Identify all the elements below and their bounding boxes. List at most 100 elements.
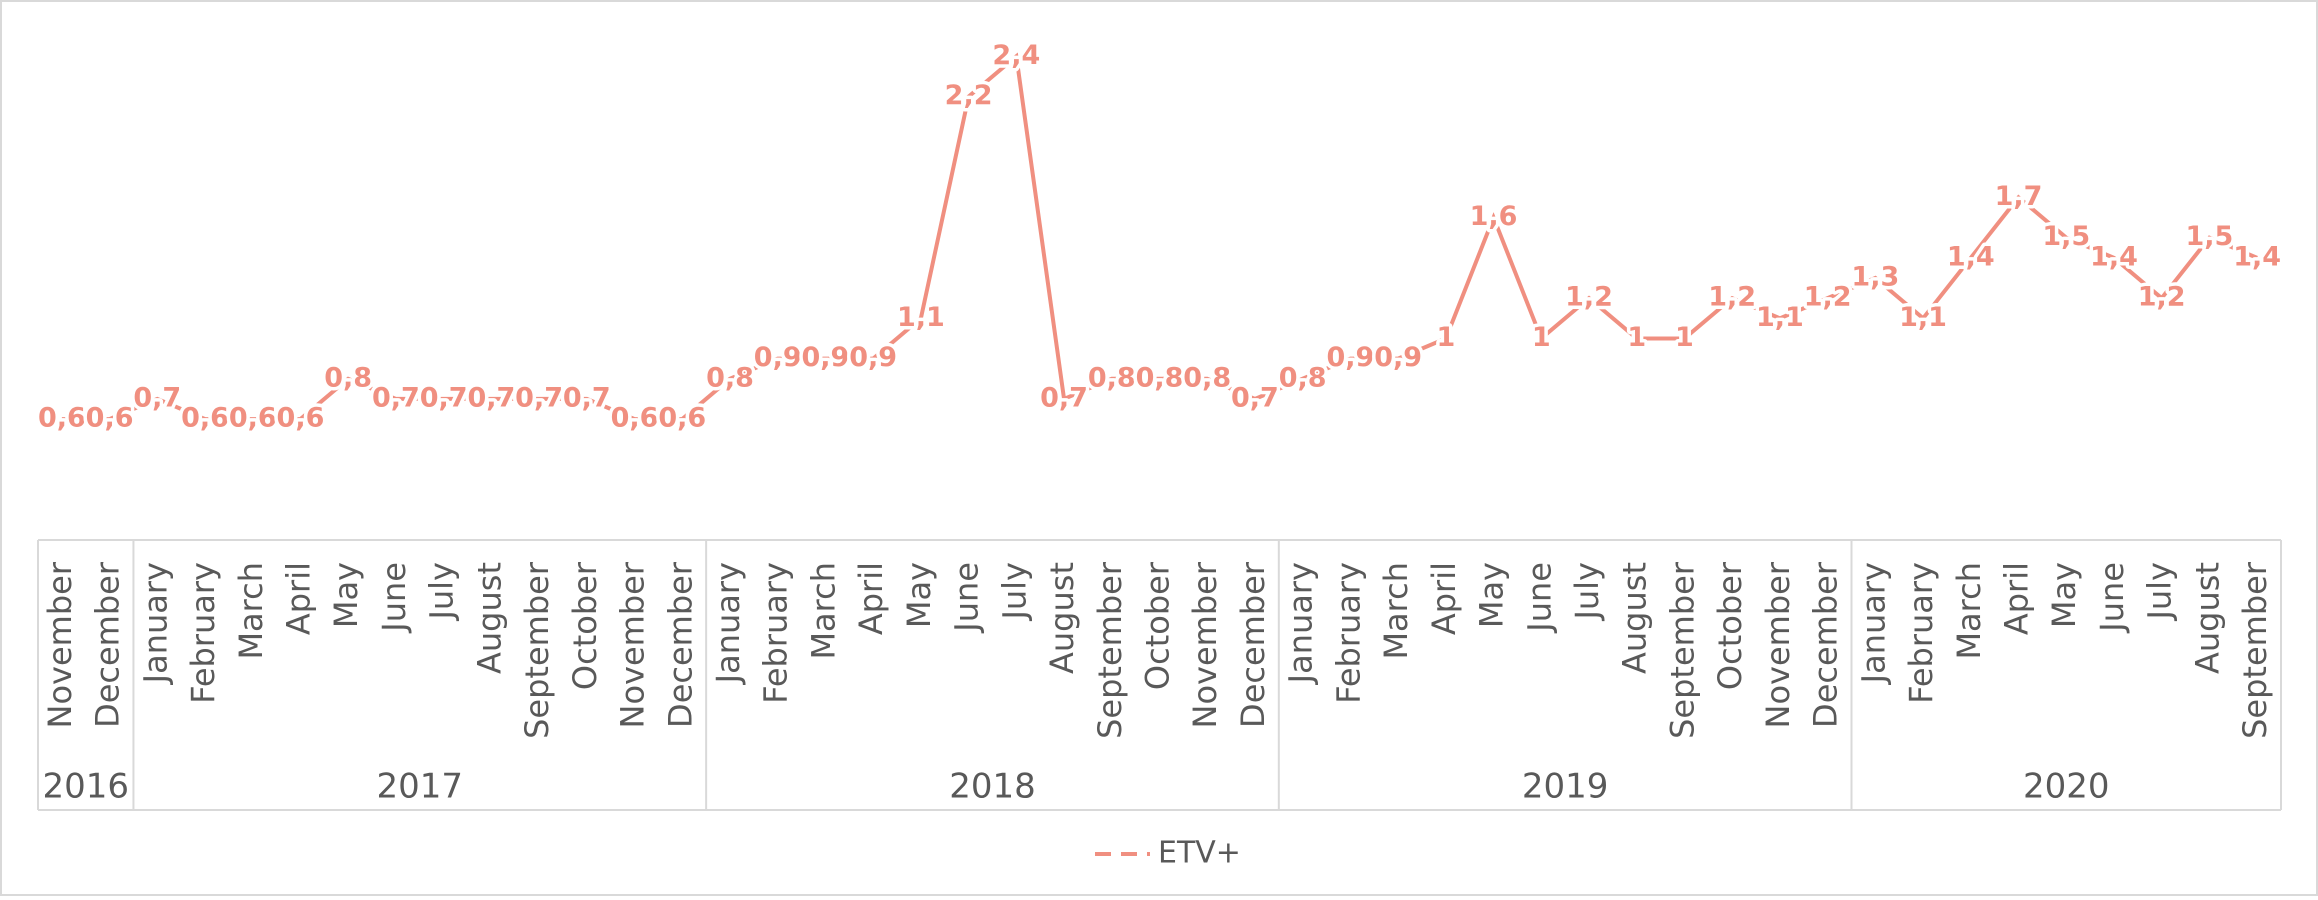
x-tick-label: June — [1520, 562, 1558, 634]
x-tick-label: September — [2236, 561, 2274, 739]
x-tick-label: March — [1377, 562, 1415, 660]
x-tick-label: March — [1950, 562, 1988, 660]
data-label: 0,8 — [1279, 362, 1327, 393]
data-label: 1,5 — [2185, 221, 2233, 252]
x-tick-label: February — [184, 562, 222, 704]
data-label: 0,7 — [1040, 382, 1088, 413]
data-label: 0,7 — [467, 382, 515, 413]
x-tick-label: December — [1234, 561, 1272, 728]
legend: ETV+ — [1095, 836, 1241, 871]
x-tick-label: January — [136, 562, 174, 685]
x-tick-label: November — [41, 561, 79, 728]
data-label: 0,6 — [86, 403, 134, 434]
x-tick-label: April — [279, 562, 317, 635]
data-label: 2,4 — [992, 40, 1040, 71]
data-label: 1 — [1675, 322, 1694, 353]
x-tick-label: April — [1998, 562, 2036, 635]
x-tick-label: March — [804, 562, 842, 660]
x-tick-label: June — [948, 562, 986, 634]
x-tick-label: July — [2141, 562, 2179, 622]
x-tick-label: January — [1282, 562, 1320, 685]
x-tick-label: October — [566, 561, 604, 690]
data-label: 1,6 — [1470, 201, 1518, 232]
x-tick-label: January — [709, 562, 747, 685]
data-label: 1,7 — [1995, 181, 2043, 212]
x-tick-label: February — [1329, 562, 1367, 704]
x-tick-label: November — [1759, 561, 1797, 728]
x-tick-label: August — [2188, 562, 2226, 674]
x-tick-label: May — [327, 562, 365, 628]
data-label: 0,8 — [1088, 362, 1136, 393]
data-label: 1,1 — [1899, 302, 1947, 333]
x-tick-label: December — [661, 561, 699, 728]
data-label: 1,4 — [2090, 241, 2138, 272]
data-label: 0,6 — [229, 403, 277, 434]
x-tick-label: May — [1473, 562, 1511, 628]
x-tick-label: June — [2093, 562, 2131, 634]
data-label: 0,6 — [658, 403, 706, 434]
data-label: 1,5 — [2042, 221, 2090, 252]
data-label: 0,7 — [515, 382, 563, 413]
x-tick-label: February — [1902, 562, 1940, 704]
x-tick-label: May — [900, 562, 938, 628]
data-label: 0,8 — [324, 362, 372, 393]
x-tick-label: November — [614, 561, 652, 728]
data-label: 2,2 — [945, 80, 993, 111]
x-tick-label: August — [470, 562, 508, 674]
data-label: 0,6 — [277, 403, 325, 434]
group-label: 2016 — [42, 767, 129, 807]
data-label: 0,9 — [802, 342, 850, 373]
x-tick-label: September — [1091, 561, 1129, 739]
data-label: 0,9 — [1326, 342, 1374, 373]
data-label: 0,7 — [372, 382, 420, 413]
x-tick-label: September — [1663, 561, 1701, 739]
group-label: 2018 — [949, 767, 1036, 807]
data-label: 1,4 — [2233, 241, 2281, 272]
x-tick-label: August — [1616, 562, 1654, 674]
data-label: 0,9 — [849, 342, 897, 373]
data-label: 0,7 — [420, 382, 468, 413]
x-tick-label: July — [423, 562, 461, 622]
data-label: 0,6 — [38, 403, 86, 434]
data-label: 0,7 — [133, 382, 181, 413]
data-label: 1,4 — [1947, 241, 1995, 272]
x-tick-label: April — [852, 562, 890, 635]
x-tick-label: May — [2045, 562, 2083, 628]
data-label: 1,1 — [897, 302, 945, 333]
x-tick-label: June — [375, 562, 413, 634]
x-tick-label: December — [89, 561, 127, 728]
x-tick-label: February — [757, 562, 795, 704]
data-label: 0,7 — [563, 382, 611, 413]
data-label: 1,2 — [1708, 282, 1756, 313]
data-label: 1 — [1627, 322, 1646, 353]
group-label: 2017 — [377, 767, 464, 807]
data-label: 0,6 — [611, 403, 659, 434]
x-tick-label: March — [232, 562, 270, 660]
x-tick-label: December — [1807, 561, 1845, 728]
x-tick-label: July — [995, 562, 1033, 622]
legend-label: ETV+ — [1158, 836, 1241, 871]
x-tick-label: October — [1139, 561, 1177, 690]
data-label: 0,8 — [706, 362, 754, 393]
data-label: 0,8 — [1136, 362, 1184, 393]
data-label: 1,1 — [1756, 302, 1804, 333]
group-label: 2020 — [2023, 767, 2110, 807]
data-label: 0,6 — [181, 403, 229, 434]
x-tick-label: January — [1854, 562, 1892, 685]
data-label: 0,9 — [754, 342, 802, 373]
data-label: 1 — [1532, 322, 1551, 353]
x-tick-label: July — [1568, 562, 1606, 622]
data-label: 1,2 — [1804, 282, 1852, 313]
x-tick-label: April — [1425, 562, 1463, 635]
x-tick-label: October — [1711, 561, 1749, 690]
x-tick-label: August — [1043, 562, 1081, 674]
data-label: 1,3 — [1851, 262, 1899, 293]
line — [61, 52, 2258, 422]
data-label: 1,2 — [2138, 282, 2186, 313]
x-tick-label: November — [1186, 561, 1224, 728]
group-label: 2019 — [1522, 767, 1609, 807]
x-tick-label: September — [518, 561, 556, 739]
data-label: 1 — [1436, 322, 1455, 353]
